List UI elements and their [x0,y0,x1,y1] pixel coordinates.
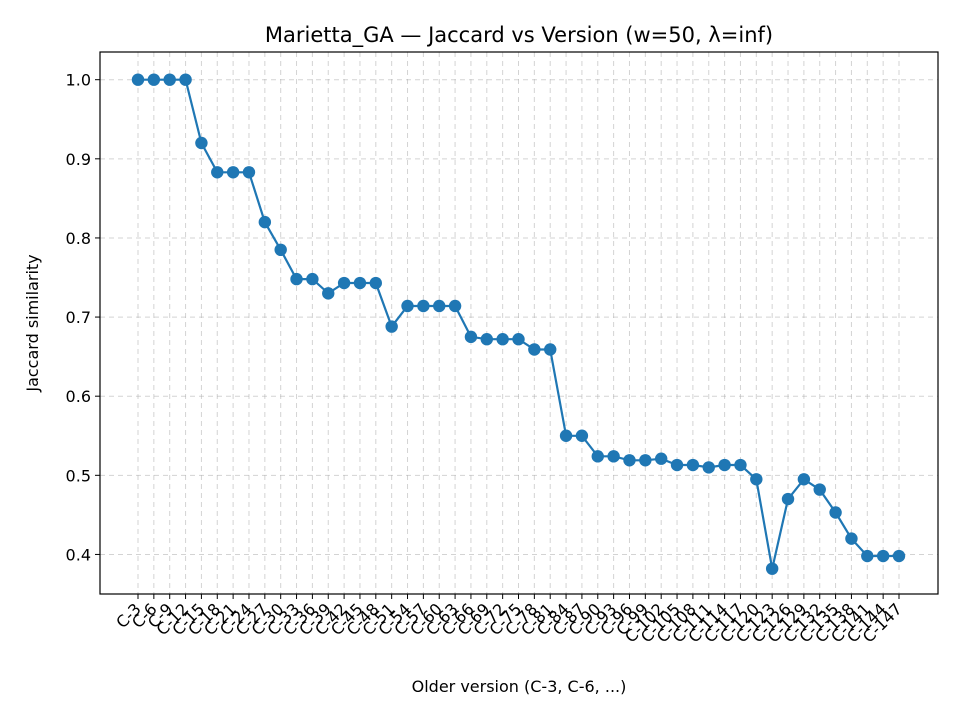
data-point [147,73,161,86]
data-point [765,562,779,575]
y-axis-label: Jaccard similarity [23,254,42,392]
data-point [496,333,509,346]
data-point [464,330,478,344]
x-axis-ticks: C-3C-6C-9C-12C-15C-18C-21C-24C-27C-30C-3… [112,594,906,646]
data-point [591,450,604,463]
data-point [242,166,256,179]
data-point [575,429,589,442]
data-point [734,458,747,472]
data-point [258,215,272,229]
data-point [845,532,858,545]
data-point [781,492,795,506]
data-point [528,343,541,356]
data-point [274,243,287,257]
data-point [797,473,811,486]
data-point [813,483,826,496]
data-point [163,73,176,86]
data-point [195,136,208,150]
y-axis-ticks: 0.4 0.5 0.6 0.7 0.8 0.9 1.0 [66,71,100,564]
data-point [322,287,335,300]
data-point [226,166,240,179]
data-point [861,549,874,563]
data-point [448,299,462,313]
data-point [290,272,303,286]
data-point [337,276,351,290]
y-tick-label: 0.5 [66,466,91,485]
data-point [686,458,700,472]
data-point [607,450,620,463]
data-point [559,429,573,442]
y-tick-label: 0.6 [66,387,91,406]
data-point [353,276,367,290]
data-point [654,452,668,465]
data-point [480,333,493,346]
data-point [639,454,652,467]
grid-layer [100,52,938,594]
data-point [750,473,763,486]
data-point [544,343,557,356]
data-point [718,458,731,472]
data-point [131,73,145,86]
y-tick-label: 1.0 [66,71,91,90]
y-tick-label: 0.8 [66,229,91,248]
data-point [369,276,383,290]
y-tick-label: 0.4 [66,545,91,564]
data-points [131,73,906,575]
data-point [892,549,906,563]
data-point [417,299,430,313]
data-point [702,461,715,474]
data-point [401,299,414,313]
data-point [876,549,890,563]
chart-title: Marietta_GA — Jaccard vs Version (w=50, … [265,23,773,48]
data-point [829,506,842,519]
data-point [179,73,192,86]
x-axis-label: Older version (C-3, C-6, ...) [412,677,627,696]
y-tick-label: 0.9 [66,150,91,169]
data-point [433,299,446,313]
data-point [211,166,224,179]
data-point [385,320,398,333]
data-point [623,454,636,467]
data-point [670,458,684,472]
data-point [512,333,525,346]
data-point [306,272,319,286]
y-tick-label: 0.7 [66,308,91,327]
